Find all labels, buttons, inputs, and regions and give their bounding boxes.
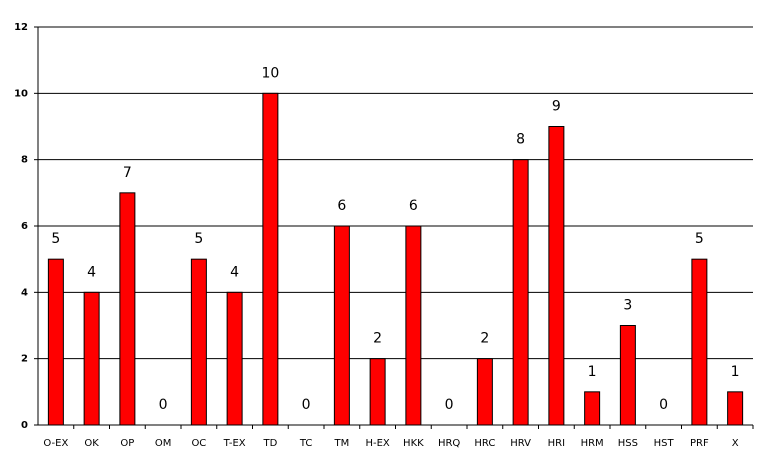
bar — [119, 192, 136, 426]
x-tick-label: HRV — [510, 438, 531, 449]
value-label: 1 — [731, 364, 740, 380]
bar — [83, 291, 100, 426]
x-tick-label: HKK — [403, 438, 424, 449]
value-label: 0 — [445, 397, 454, 413]
x-tick-label: OP — [120, 438, 134, 449]
value-label: 5 — [51, 231, 60, 247]
bar — [619, 325, 636, 426]
x-tick-label: TC — [299, 438, 313, 449]
value-label: 8 — [516, 132, 525, 148]
bar — [47, 258, 64, 426]
bar — [369, 358, 386, 426]
x-tick-label: PRF — [690, 438, 709, 449]
x-tick-label: HST — [654, 438, 675, 449]
value-label: 4 — [87, 264, 96, 280]
bar — [405, 225, 422, 426]
y-tick-label: 10 — [14, 88, 28, 99]
bar — [476, 358, 493, 426]
value-label: 6 — [409, 198, 418, 214]
y-tick-label: 0 — [21, 420, 28, 431]
value-label: 6 — [337, 198, 346, 214]
x-tick-label: HSS — [618, 438, 638, 449]
x-tick-label: H-EX — [365, 438, 389, 449]
x-tick-label: OM — [155, 438, 172, 449]
x-tick-label: TM — [334, 438, 350, 449]
value-label: 2 — [480, 331, 489, 347]
bar — [512, 159, 529, 426]
x-tick-label: HRM — [581, 438, 604, 449]
bar — [262, 92, 279, 426]
value-label: 5 — [695, 231, 704, 247]
y-tick-label: 6 — [21, 221, 28, 232]
value-label: 3 — [623, 298, 632, 314]
x-tick-label: HRI — [548, 438, 565, 449]
value-label: 0 — [159, 397, 168, 413]
x-tick-label: T-EX — [223, 438, 246, 449]
bar — [226, 291, 243, 426]
x-tick-label: OC — [191, 438, 206, 449]
y-tick-label: 8 — [21, 155, 28, 166]
bar — [333, 225, 350, 426]
value-label: 4 — [230, 264, 239, 280]
bar — [584, 391, 601, 426]
value-label: 0 — [659, 397, 668, 413]
bar — [190, 258, 207, 426]
x-tick-label: OK — [84, 438, 99, 449]
x-tick-label: TD — [262, 438, 277, 449]
value-label: 9 — [552, 99, 561, 115]
value-label: 7 — [123, 165, 132, 181]
y-tick-label: 4 — [21, 287, 28, 298]
y-tick-label: 12 — [14, 22, 28, 33]
value-label: 10 — [261, 65, 279, 81]
x-tick-label: X — [732, 438, 739, 449]
bar — [691, 258, 708, 426]
bar — [548, 126, 565, 426]
bar — [727, 391, 744, 426]
x-tick-label: O-EX — [43, 438, 68, 449]
value-label: 5 — [194, 231, 203, 247]
x-tick-label: HRQ — [438, 438, 460, 449]
value-label: 0 — [302, 397, 311, 413]
value-label: 2 — [373, 331, 382, 347]
value-label: 1 — [588, 364, 597, 380]
y-tick-label: 2 — [21, 354, 28, 365]
x-tick-label: HRC — [474, 438, 495, 449]
